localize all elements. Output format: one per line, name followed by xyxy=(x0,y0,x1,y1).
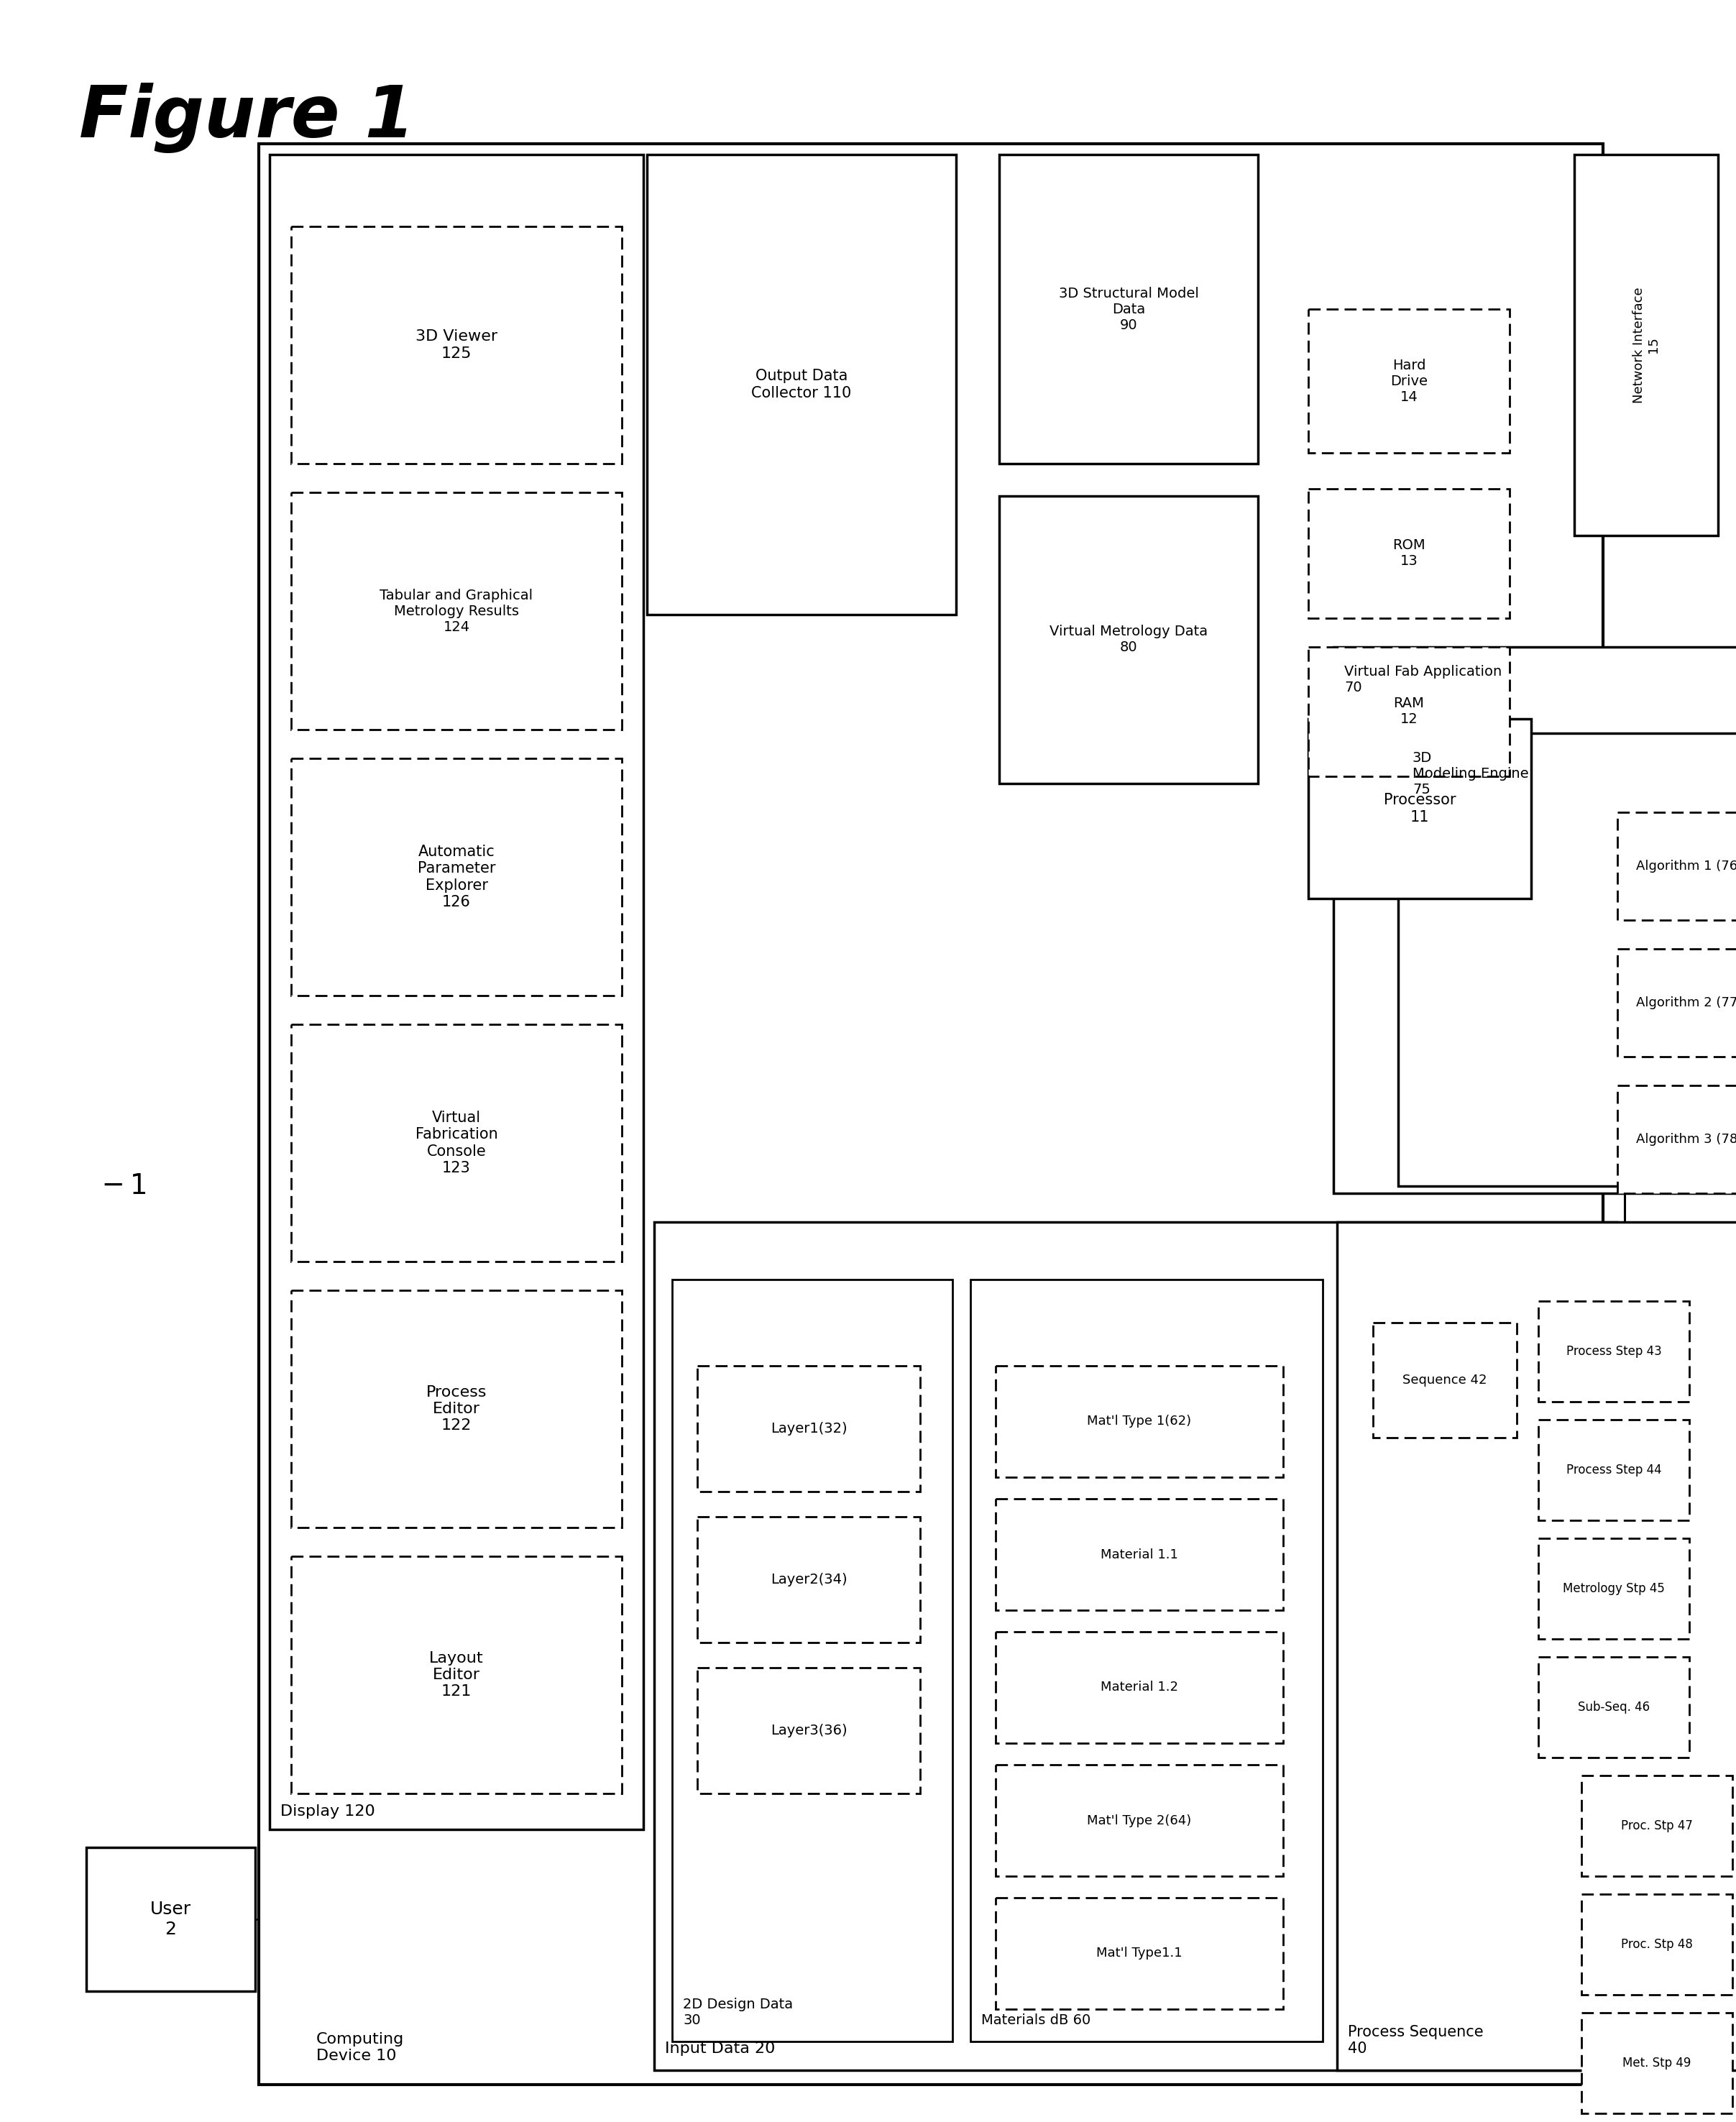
Text: Computing
Device 10: Computing Device 10 xyxy=(316,2033,404,2063)
Bar xyxy=(1333,647,1736,1193)
Text: Layer3(36): Layer3(36) xyxy=(771,1723,847,1738)
Bar xyxy=(1581,2014,1733,2114)
Text: Process
Editor
122: Process Editor 122 xyxy=(425,1386,486,1432)
Bar xyxy=(648,155,957,615)
Bar xyxy=(269,155,644,1829)
Text: 3D Viewer
125: 3D Viewer 125 xyxy=(415,329,498,361)
Text: Process Sequence
40: Process Sequence 40 xyxy=(1347,2024,1484,2056)
Text: Output Data
Collector 110: Output Data Collector 110 xyxy=(752,369,852,401)
Bar xyxy=(259,144,1602,2084)
Text: Metrology Stp 45: Metrology Stp 45 xyxy=(1562,1583,1665,1596)
Text: 3D Structural Model
Data
90: 3D Structural Model Data 90 xyxy=(1059,286,1198,331)
Text: 2D Design Data
30: 2D Design Data 30 xyxy=(682,1997,793,2027)
Text: 3D
Modeling Engine
75: 3D Modeling Engine 75 xyxy=(1413,751,1529,796)
Bar xyxy=(292,1025,621,1263)
Bar xyxy=(698,1668,920,1793)
Bar xyxy=(1575,155,1719,535)
Bar xyxy=(292,1555,621,1793)
Text: Mat'l Type1.1: Mat'l Type1.1 xyxy=(1097,1948,1182,1961)
Bar xyxy=(292,227,621,463)
Bar xyxy=(1000,155,1259,463)
Bar xyxy=(995,1498,1283,1611)
Text: Algorithm 3 (78): Algorithm 3 (78) xyxy=(1635,1133,1736,1146)
Text: RAM
12: RAM 12 xyxy=(1394,696,1424,726)
Bar xyxy=(1581,1895,1733,1995)
Bar xyxy=(654,1222,1618,2071)
Bar xyxy=(970,1280,1323,2041)
Bar xyxy=(995,1766,1283,1876)
Text: Tabular and Graphical
Metrology Results
124: Tabular and Graphical Metrology Results … xyxy=(380,588,533,634)
Text: Algorithm 2 (77): Algorithm 2 (77) xyxy=(1635,997,1736,1010)
Bar xyxy=(995,1632,1283,1742)
Text: Material 1.1: Material 1.1 xyxy=(1101,1549,1179,1562)
Text: Input Data 20: Input Data 20 xyxy=(665,2041,776,2056)
Text: Material 1.2: Material 1.2 xyxy=(1101,1681,1179,1693)
Bar xyxy=(1618,1086,1736,1193)
Text: Processor
11: Processor 11 xyxy=(1384,794,1457,823)
Bar xyxy=(1618,949,1736,1057)
Bar xyxy=(292,758,621,995)
Text: Mat'l Type 2(64): Mat'l Type 2(64) xyxy=(1087,1814,1191,1827)
Bar xyxy=(995,1897,1283,2010)
Text: Mat'l Type 1(62): Mat'l Type 1(62) xyxy=(1087,1415,1191,1428)
Text: Automatic
Parameter
Explorer
126: Automatic Parameter Explorer 126 xyxy=(417,845,495,908)
Bar xyxy=(995,1367,1283,1477)
Text: Proc. Stp 47: Proc. Stp 47 xyxy=(1621,1819,1693,1831)
Text: Layout
Editor
121: Layout Editor 121 xyxy=(429,1651,484,1700)
Text: Display 120: Display 120 xyxy=(279,1804,375,1819)
Bar xyxy=(1337,1222,1736,2071)
Text: Proc. Stp 48: Proc. Stp 48 xyxy=(1621,1937,1693,1950)
Text: Virtual
Fabrication
Console
123: Virtual Fabrication Console 123 xyxy=(415,1110,498,1176)
Bar xyxy=(87,1848,255,1990)
Bar xyxy=(672,1280,953,2041)
Text: Figure 1: Figure 1 xyxy=(80,83,415,153)
Text: Hard
Drive
14: Hard Drive 14 xyxy=(1391,359,1427,403)
Bar xyxy=(1000,497,1259,783)
Text: Process Step 44: Process Step 44 xyxy=(1566,1464,1661,1477)
Text: User
2: User 2 xyxy=(151,1901,191,1937)
Bar xyxy=(1538,1657,1689,1757)
Text: ROM
13: ROM 13 xyxy=(1392,539,1425,569)
Text: Algorithm 1 (76): Algorithm 1 (76) xyxy=(1635,859,1736,872)
Bar xyxy=(1618,813,1736,921)
Text: Network Interface
15: Network Interface 15 xyxy=(1632,286,1660,403)
Text: Layer1(32): Layer1(32) xyxy=(771,1422,847,1434)
Bar xyxy=(698,1517,920,1642)
Text: ─ 1: ─ 1 xyxy=(104,1173,148,1199)
Text: Sequence 42: Sequence 42 xyxy=(1403,1373,1488,1386)
Bar xyxy=(1397,734,1736,1186)
Bar xyxy=(1309,719,1531,898)
Text: Met. Stp 49: Met. Stp 49 xyxy=(1623,2056,1691,2069)
Bar xyxy=(292,492,621,730)
Bar xyxy=(1309,488,1510,618)
Bar xyxy=(1538,1301,1689,1403)
Bar xyxy=(1309,310,1510,452)
Text: Layer2(34): Layer2(34) xyxy=(771,1572,847,1587)
Text: Sub-Seq. 46: Sub-Seq. 46 xyxy=(1578,1700,1649,1715)
Bar xyxy=(1538,1538,1689,1638)
Bar xyxy=(1373,1322,1517,1439)
Bar xyxy=(1538,1420,1689,1519)
Text: Virtual Fab Application
70: Virtual Fab Application 70 xyxy=(1344,664,1502,694)
Bar xyxy=(698,1367,920,1492)
Bar xyxy=(292,1290,621,1528)
Text: Materials dB 60: Materials dB 60 xyxy=(981,2014,1090,2027)
Text: Process Step 43: Process Step 43 xyxy=(1566,1345,1661,1358)
Bar xyxy=(1309,647,1510,777)
Text: Virtual Metrology Data
80: Virtual Metrology Data 80 xyxy=(1050,626,1208,654)
Bar xyxy=(1581,1776,1733,1876)
